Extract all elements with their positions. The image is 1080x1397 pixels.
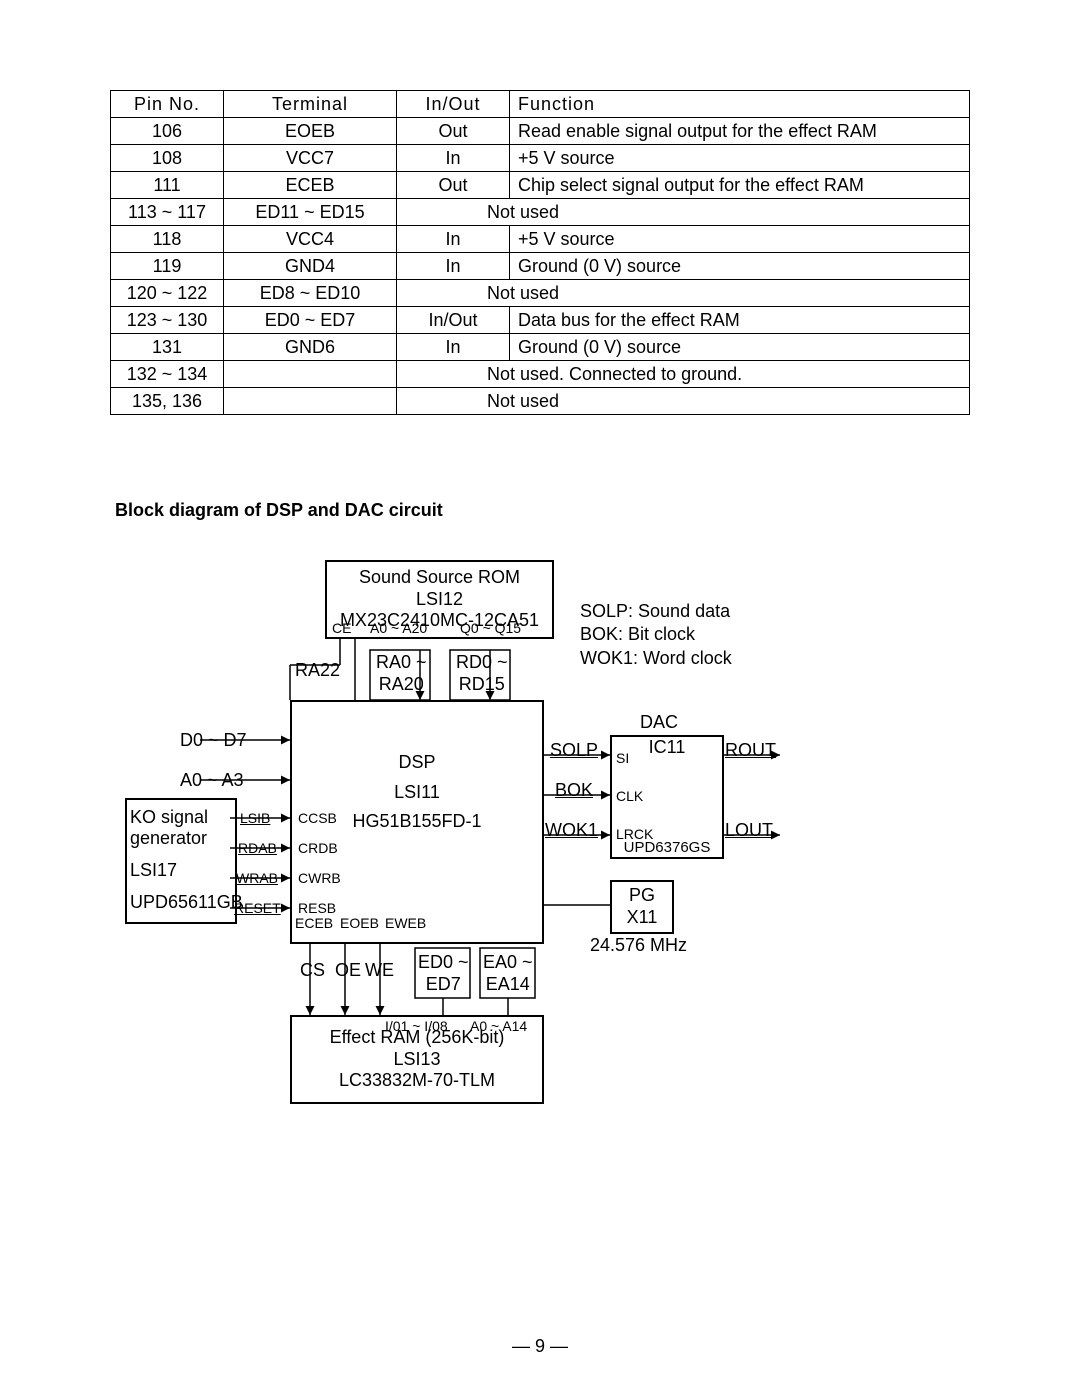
dsp-cwrb: CWRB bbox=[298, 870, 341, 887]
rom-l2: LSI12 bbox=[327, 589, 552, 611]
pg-freq: 24.576 MHz bbox=[590, 935, 687, 957]
table-row: 123 ~ 130ED0 ~ ED7In/OutData bus for the… bbox=[111, 307, 970, 334]
table-row: 118VCC4In+5 V source bbox=[111, 226, 970, 253]
ram-a: A0 ~ A14 bbox=[470, 1018, 527, 1035]
ko-reset: RESET bbox=[234, 900, 281, 917]
rom-a020: A0 ~ A20 bbox=[370, 620, 427, 637]
rom-l1: Sound Source ROM bbox=[327, 567, 552, 589]
ram-io: I/01 ~ I/08 bbox=[385, 1018, 448, 1035]
dac-si: SI bbox=[616, 750, 629, 767]
th-func: Function bbox=[510, 91, 970, 118]
lbl-cs: CS bbox=[300, 960, 325, 982]
dsp-eoeb: EOEB bbox=[340, 915, 379, 932]
ram-l3: LC33832M-70-TLM bbox=[292, 1070, 542, 1092]
ko-rdab: RDAB bbox=[238, 840, 277, 857]
dsp-l1: DSP bbox=[292, 752, 542, 774]
lbl-d07: D0 ~ D7 bbox=[180, 730, 247, 752]
lbl-bok: BOK bbox=[555, 780, 593, 802]
lbl-ea014: EA0 ~ EA14 bbox=[483, 952, 533, 995]
ram-l2: LSI13 bbox=[292, 1049, 542, 1071]
table-row: 106EOEBOutRead enable signal output for … bbox=[111, 118, 970, 145]
table-row: 120 ~ 122ED8 ~ ED10Not used bbox=[111, 280, 970, 307]
dac-title: DAC bbox=[640, 712, 678, 734]
pin-table: Pin No. Terminal In/Out Function 106EOEB… bbox=[110, 90, 970, 415]
lbl-wok1: WOK1 bbox=[545, 820, 598, 842]
table-row: 119GND4InGround (0 V) source bbox=[111, 253, 970, 280]
th-pin: Pin No. bbox=[111, 91, 224, 118]
dac-lrck: LRCK bbox=[616, 826, 653, 843]
table-row: 108VCC7In+5 V source bbox=[111, 145, 970, 172]
lbl-solp: SOLP bbox=[550, 740, 598, 762]
lbl-a03: A0 ~ A3 bbox=[180, 770, 244, 792]
table-row: 111ECEBOutChip select signal output for … bbox=[111, 172, 970, 199]
rom-q015: Q0 ~ Q15 bbox=[460, 620, 521, 637]
lbl-oe: OE bbox=[335, 960, 361, 982]
table-row: 135, 136Not used bbox=[111, 388, 970, 415]
th-term: Terminal bbox=[224, 91, 397, 118]
lbl-rd015: RD0 ~ RD15 bbox=[456, 652, 508, 695]
table-row: 132 ~ 134Not used. Connected to ground. bbox=[111, 361, 970, 388]
lbl-ra22: RA22 bbox=[295, 660, 340, 682]
dsp-eceb: ECEB bbox=[295, 915, 333, 932]
th-io: In/Out bbox=[397, 91, 510, 118]
lbl-rout: ROUT bbox=[725, 740, 776, 762]
table-row: 113 ~ 117ED11 ~ ED15Not used bbox=[111, 199, 970, 226]
lbl-ra020: RA0 ~ RA20 bbox=[376, 652, 427, 695]
ko-wrab: WRAB bbox=[236, 870, 278, 887]
lbl-ed07: ED0 ~ ED7 bbox=[418, 952, 469, 995]
lbl-lout: LOUT bbox=[725, 820, 773, 842]
dsp-ccsb: CCSB bbox=[298, 810, 337, 827]
table-row: 131GND6InGround (0 V) source bbox=[111, 334, 970, 361]
page-footer: — 9 — bbox=[0, 1336, 1080, 1357]
pg-block: PG X11 bbox=[610, 880, 674, 934]
diagram-heading: Block diagram of DSP and DAC circuit bbox=[115, 500, 443, 521]
dsp-l2: LSI11 bbox=[292, 782, 542, 804]
rom-ce: CE bbox=[332, 620, 351, 637]
ko-border bbox=[125, 798, 237, 924]
signal-legend: SOLP: Sound data BOK: Bit clock WOK1: Wo… bbox=[580, 600, 732, 670]
dac-l1: IC11 bbox=[649, 737, 686, 759]
dsp-eweb: EWEB bbox=[385, 915, 426, 932]
dsp-crdb: CRDB bbox=[298, 840, 338, 857]
ko-lsib: LSIB bbox=[240, 810, 270, 827]
lbl-we: WE bbox=[365, 960, 394, 982]
dac-clk: CLK bbox=[616, 788, 643, 805]
block-diagram: Sound Source ROM LSI12 MX23C2410MC-12CA5… bbox=[160, 560, 880, 1130]
